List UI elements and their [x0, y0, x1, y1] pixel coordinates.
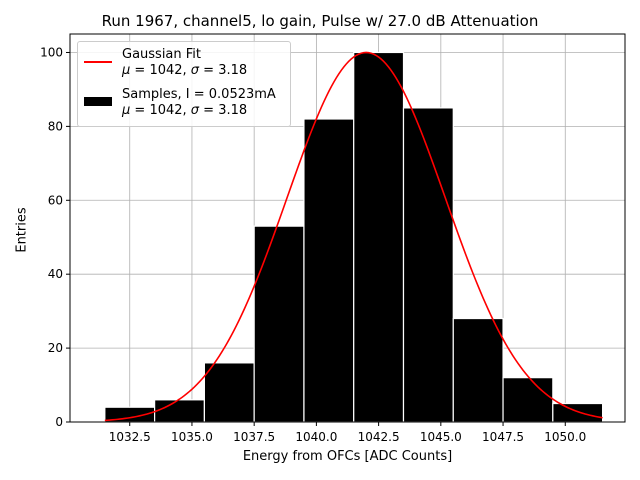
y-tick-label: 80: [48, 119, 63, 133]
x-tick-label: 1040.0: [295, 430, 337, 444]
legend: Gaussian Fit μ = 1042, σ = 3.18 Samples,…: [77, 41, 291, 127]
x-tick-label: 1037.5: [233, 430, 275, 444]
legend-stats-samples: μ = 1042, σ = 3.18: [122, 103, 248, 118]
legend-mu-fit: = 1042,: [134, 63, 191, 78]
histogram-bar: [353, 51, 405, 423]
histogram-bar: [552, 402, 604, 423]
histogram-bar: [253, 225, 305, 423]
legend-line-swatch: [84, 61, 112, 63]
x-tick-label: 1050.0: [544, 430, 586, 444]
legend-entry-fit: Gaussian Fit μ = 1042, σ = 3.18: [78, 45, 292, 85]
x-tick-label: 1047.5: [482, 430, 524, 444]
histogram-bar: [203, 362, 255, 423]
histogram-bar: [303, 118, 355, 423]
x-tick-label: 1032.5: [109, 430, 151, 444]
y-tick-label: 0: [55, 415, 63, 429]
legend-label-samples: Samples, I = 0.0523mA: [122, 87, 276, 102]
legend-sigma-samples: = 3.18: [199, 103, 248, 118]
x-axis-label: Energy from OFCs [ADC Counts]: [242, 449, 453, 464]
histogram-bar: [502, 377, 554, 423]
gaussian-fit-curve: [104, 51, 603, 422]
y-tick-label: 40: [48, 267, 63, 281]
histogram-bar: [154, 399, 205, 423]
y-tick-label: 20: [48, 341, 63, 355]
histogram-bars: [104, 51, 604, 423]
legend-sigma-fit: = 3.18: [199, 63, 248, 78]
legend-mu-samples: = 1042,: [134, 103, 191, 118]
x-tick-label: 1035.0: [171, 430, 213, 444]
x-tick-label: 1045.0: [420, 430, 462, 444]
chart-title: Run 1967, channel5, lo gain, Pulse w/ 27…: [101, 12, 539, 30]
x-tick-label: 1042.5: [358, 430, 400, 444]
legend-label-fit: Gaussian Fit: [122, 47, 202, 62]
histogram-bar: [452, 317, 504, 423]
legend-stats-fit: μ = 1042, σ = 3.18: [122, 63, 248, 78]
y-axis-label: Entries: [14, 207, 30, 253]
histogram-bar: [402, 107, 454, 423]
axis-ticks: 1032.5 1035.0 1037.5 1040.0 1042.5 1045.0 1047…: [40, 45, 586, 444]
plot-frame: [69, 33, 626, 423]
y-tick-label: 100: [40, 45, 63, 59]
y-tick-label: 60: [48, 193, 63, 207]
legend-patch-swatch: [84, 97, 112, 106]
legend-entry-samples: Samples, I = 0.0523mA μ = 1042, σ = 3.18: [78, 85, 292, 125]
